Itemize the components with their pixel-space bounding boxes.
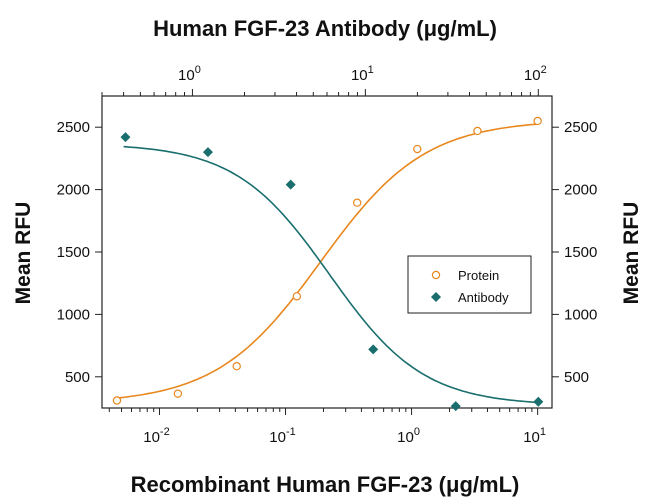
bottom-tick-label: 100	[397, 426, 420, 446]
legend-label-antibody: Antibody	[458, 290, 509, 305]
right-tick-label: 1000	[564, 306, 597, 323]
legend-marker-antibody	[431, 292, 441, 302]
top-tick-label: 102	[524, 64, 547, 84]
legend-marker-protein	[431, 270, 441, 280]
bottom-tick-label: 101	[523, 426, 546, 446]
antibody-data-point	[533, 396, 544, 407]
protein-data-point	[533, 116, 542, 126]
protein-data-point	[352, 198, 362, 207]
antibody-data-point	[202, 147, 213, 158]
antibody-data-point	[120, 132, 131, 143]
legend-label-protein: Protein	[458, 268, 499, 283]
left-tick-label: 2500	[57, 119, 90, 136]
legend-box	[407, 255, 532, 314]
antibody-data-point	[285, 179, 296, 190]
antibody-data-point	[450, 401, 461, 412]
right-tick-label: 2500	[564, 119, 597, 136]
left-tick-label: 2000	[57, 182, 90, 199]
bottom-tick-label: 10-1	[269, 426, 295, 446]
right-tick-label: 1500	[564, 244, 597, 261]
protein-data-point	[473, 126, 482, 136]
right-tick-label: 2000	[564, 182, 597, 199]
legend: Protein Antibody	[407, 255, 532, 314]
top-tick-label: 100	[178, 64, 201, 84]
protein-data-point	[413, 144, 422, 154]
bottom-tick-label: 10-2	[143, 426, 169, 446]
left-tick-label: 1000	[57, 306, 90, 323]
bottom-axis-title: Recombinant Human FGF-23 (μg/mL)	[131, 472, 520, 497]
protein-data-point	[112, 396, 122, 405]
left-tick-label: 1500	[57, 244, 90, 261]
protein-data-point	[292, 292, 302, 301]
fit-curve-antibody	[123, 145, 540, 404]
left-tick-label: 500	[65, 369, 90, 386]
right-axis-title: Mean RFU	[620, 202, 643, 305]
antibody-data-point	[368, 344, 379, 355]
right-tick-label: 500	[564, 369, 589, 386]
top-tick-label: 101	[351, 64, 374, 84]
fit-curve-protein	[115, 123, 539, 399]
protein-data-point	[232, 361, 241, 371]
top-axis-title: Human FGF-23 Antibody (μg/mL)	[153, 16, 497, 41]
left-axis-title: Mean RFU	[12, 202, 35, 305]
protein-data-point	[173, 389, 183, 398]
